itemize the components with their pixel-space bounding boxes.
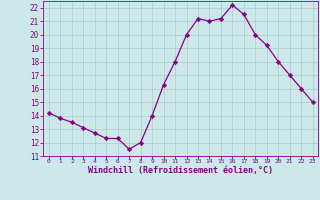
X-axis label: Windchill (Refroidissement éolien,°C): Windchill (Refroidissement éolien,°C) — [88, 166, 273, 175]
